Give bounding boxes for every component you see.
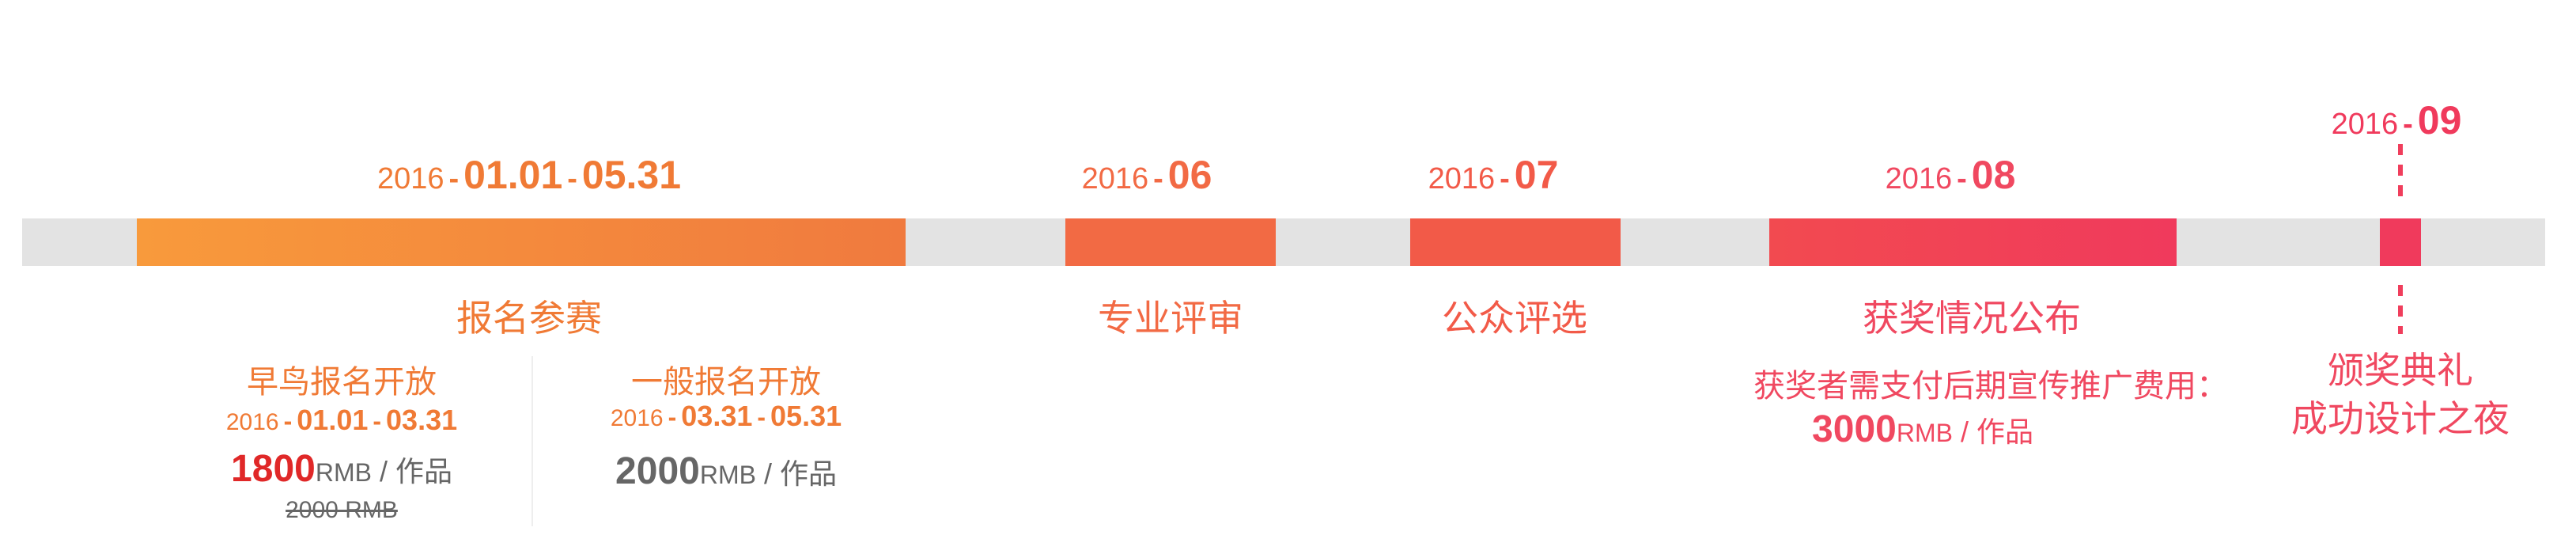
price-per-work: / 作品 xyxy=(1952,416,2033,448)
ceremony-connector-bottom xyxy=(2398,285,2403,334)
price-per-work: / 作品 xyxy=(755,457,837,490)
date-registration: 2016-01.01-05.31 xyxy=(377,152,681,198)
ceremony-label-line1: 颁奖典礼 xyxy=(2328,350,2473,391)
date-end: 05.31 xyxy=(770,400,842,432)
date-year: 2016 xyxy=(1428,162,1496,195)
date-sep: - xyxy=(668,403,677,431)
date-month: 09 xyxy=(2417,98,2462,142)
date-ceremony: 2016-09 xyxy=(2332,97,2462,143)
price-unit: RMB xyxy=(315,458,372,487)
ceremony-label-line2: 成功设计之夜 xyxy=(2291,398,2510,439)
early-bird-title: 早鸟报名开放 xyxy=(247,365,437,400)
regular-amount: 2000 xyxy=(615,450,700,492)
phase-label-results: 获奖情况公布 xyxy=(1863,298,2081,339)
date-end: 05.31 xyxy=(581,153,682,197)
date-year: 2016 xyxy=(225,409,279,435)
date-sep: - xyxy=(567,162,577,195)
date-year: 2016 xyxy=(2331,108,2399,141)
timeline-segment-registration xyxy=(137,218,906,266)
date-sep: - xyxy=(1957,162,1967,195)
date-public-vote: 2016-07 xyxy=(1428,152,1559,198)
timeline-segment-ceremony xyxy=(2380,218,2421,266)
date-year: 2016 xyxy=(1885,162,1953,195)
date-start: 03.31 xyxy=(681,400,753,432)
date-start: 01.01 xyxy=(463,153,563,197)
date-sep: - xyxy=(283,407,293,435)
date-sep: - xyxy=(448,162,460,195)
phase-label-public-vote: 公众评选 xyxy=(1442,298,1587,339)
date-year: 2016 xyxy=(376,162,444,195)
date-sep: - xyxy=(2403,108,2413,141)
timeline-segment-professional-review xyxy=(1065,218,1276,266)
early-bird-original-price: 2000 RMB xyxy=(286,497,398,523)
date-sep: - xyxy=(757,403,766,431)
early-bird-dates: 2016-01.01-03.31 xyxy=(226,404,457,437)
timeline-segment-results xyxy=(1769,218,2177,266)
early-bird-amount: 1800 xyxy=(231,448,316,490)
date-start: 01.01 xyxy=(297,404,369,436)
column-divider xyxy=(531,356,533,526)
date-sep: - xyxy=(1500,162,1510,195)
ceremony-connector-top xyxy=(2398,144,2403,196)
date-year: 2016 xyxy=(610,405,664,431)
date-results: 2016-08 xyxy=(1886,152,2016,198)
date-end: 03.31 xyxy=(386,404,458,436)
price-unit: RMB xyxy=(699,461,756,489)
date-month: 07 xyxy=(1514,153,1559,197)
results-fee-price: 3000RMB / 作品 xyxy=(1812,408,2033,451)
date-sep: - xyxy=(373,407,382,435)
phase-label-registration: 报名参赛 xyxy=(456,298,602,339)
date-sep: - xyxy=(1153,162,1163,195)
results-fee-note: 获奖者需支付后期宣传推广费用： xyxy=(1753,369,2228,404)
regular-registration-title: 一般报名开放 xyxy=(631,365,821,400)
results-fee-amount: 3000 xyxy=(1812,408,1897,450)
regular-registration-dates: 2016-03.31-05.31 xyxy=(611,400,842,433)
regular-registration-price: 2000RMB / 作品 xyxy=(615,450,837,493)
early-bird-price: 1800RMB / 作品 xyxy=(231,447,452,491)
price-unit: RMB xyxy=(1896,419,1953,447)
date-professional-review: 2016-06 xyxy=(1082,152,1212,198)
date-month: 08 xyxy=(1971,153,2016,197)
price-per-work: / 作品 xyxy=(371,455,452,488)
date-month: 06 xyxy=(1167,153,1212,197)
timeline-segment-public-vote xyxy=(1410,218,1621,266)
date-year: 2016 xyxy=(1081,162,1149,195)
phase-label-professional-review: 专业评审 xyxy=(1098,298,1243,339)
